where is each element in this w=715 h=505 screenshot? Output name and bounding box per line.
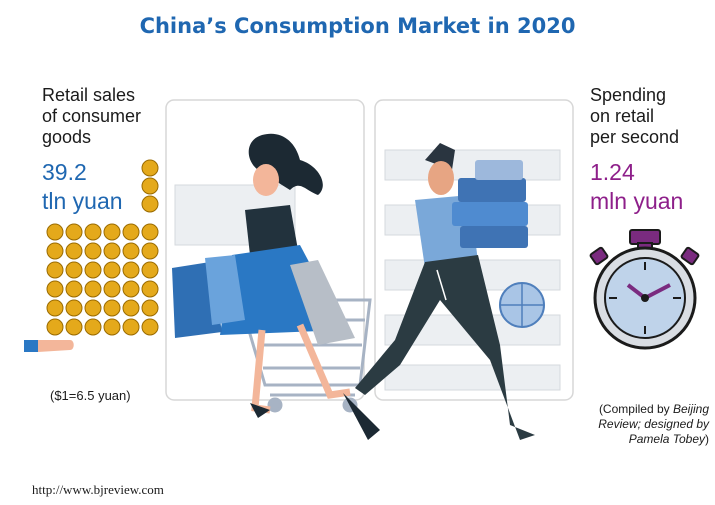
yuan-coin-stack bbox=[46, 159, 159, 336]
yuan-coin-icon bbox=[46, 318, 64, 336]
yuan-coin-icon bbox=[103, 261, 121, 279]
credit-prefix: (Compiled by bbox=[598, 402, 673, 416]
credit-suffix: ) bbox=[705, 432, 709, 446]
spending-number: 1.24 bbox=[590, 159, 635, 185]
exchange-rate-note: ($1=6.5 yuan) bbox=[50, 388, 131, 403]
store-shelves bbox=[174, 149, 561, 391]
yuan-coin-icon bbox=[122, 261, 140, 279]
spending-label: Spending on retail per second bbox=[590, 85, 680, 147]
yuan-coin-icon bbox=[122, 299, 140, 317]
yuan-coin-icon bbox=[122, 242, 140, 260]
yuan-coin-icon bbox=[65, 242, 83, 260]
yuan-coin-icon bbox=[103, 223, 121, 241]
yuan-coin-icon bbox=[84, 223, 102, 241]
yuan-coin-icon bbox=[141, 177, 159, 195]
man-shopper bbox=[355, 143, 545, 440]
yuan-coin-icon bbox=[65, 318, 83, 336]
yuan-coin-icon bbox=[46, 223, 64, 241]
yuan-coin-icon bbox=[65, 280, 83, 298]
yuan-coin-icon bbox=[141, 242, 159, 260]
yuan-coin-icon bbox=[141, 159, 159, 177]
yuan-coin-icon bbox=[103, 299, 121, 317]
yuan-coin-icon bbox=[46, 280, 64, 298]
yuan-coin-icon bbox=[103, 242, 121, 260]
yuan-coin-icon bbox=[46, 242, 64, 260]
yuan-coin-icon bbox=[141, 280, 159, 298]
yuan-coin-icon bbox=[84, 261, 102, 279]
yuan-coin-icon bbox=[84, 299, 102, 317]
source-url: http://www.bjreview.com bbox=[32, 482, 164, 497]
retail-sales-label: Retail sales of consumer goods bbox=[42, 85, 142, 147]
page-title: China’s Consumption Market in 2020 bbox=[139, 14, 576, 38]
yuan-coin-icon bbox=[141, 223, 159, 241]
yuan-coin-icon bbox=[65, 261, 83, 279]
yuan-coin-icon bbox=[103, 318, 121, 336]
spending-value: 1.24 mln yuan bbox=[590, 158, 683, 216]
stopwatch-icon bbox=[589, 229, 700, 350]
yuan-coin-icon bbox=[65, 299, 83, 317]
hand-icon bbox=[24, 340, 74, 352]
yuan-coin-icon bbox=[84, 242, 102, 260]
credit-source: Beijing Review; designed by Pamela Tobey bbox=[598, 402, 709, 446]
yuan-coin-icon bbox=[46, 299, 64, 317]
woman-shopper bbox=[172, 133, 380, 440]
yuan-coin-icon bbox=[141, 318, 159, 336]
yuan-coin-icon bbox=[65, 223, 83, 241]
yuan-coin-icon bbox=[141, 261, 159, 279]
yuan-coin-icon bbox=[103, 280, 121, 298]
yuan-coin-icon bbox=[122, 223, 140, 241]
yuan-coin-icon bbox=[141, 195, 159, 213]
spending-unit: mln yuan bbox=[590, 188, 684, 214]
yuan-coin-icon bbox=[46, 261, 64, 279]
retail-sales-number: 39.2 bbox=[42, 159, 87, 185]
retail-sales-unit: tln yuan bbox=[42, 188, 123, 214]
yuan-coin-icon bbox=[141, 299, 159, 317]
retail-sales-value: 39.2 tln yuan bbox=[42, 158, 123, 216]
yuan-coin-icon bbox=[122, 280, 140, 298]
yuan-coin-icon bbox=[122, 318, 140, 336]
credit-note: (Compiled by Beijing Review; designed by… bbox=[574, 402, 709, 447]
yuan-coin-icon bbox=[84, 280, 102, 298]
yuan-coin-icon bbox=[84, 318, 102, 336]
